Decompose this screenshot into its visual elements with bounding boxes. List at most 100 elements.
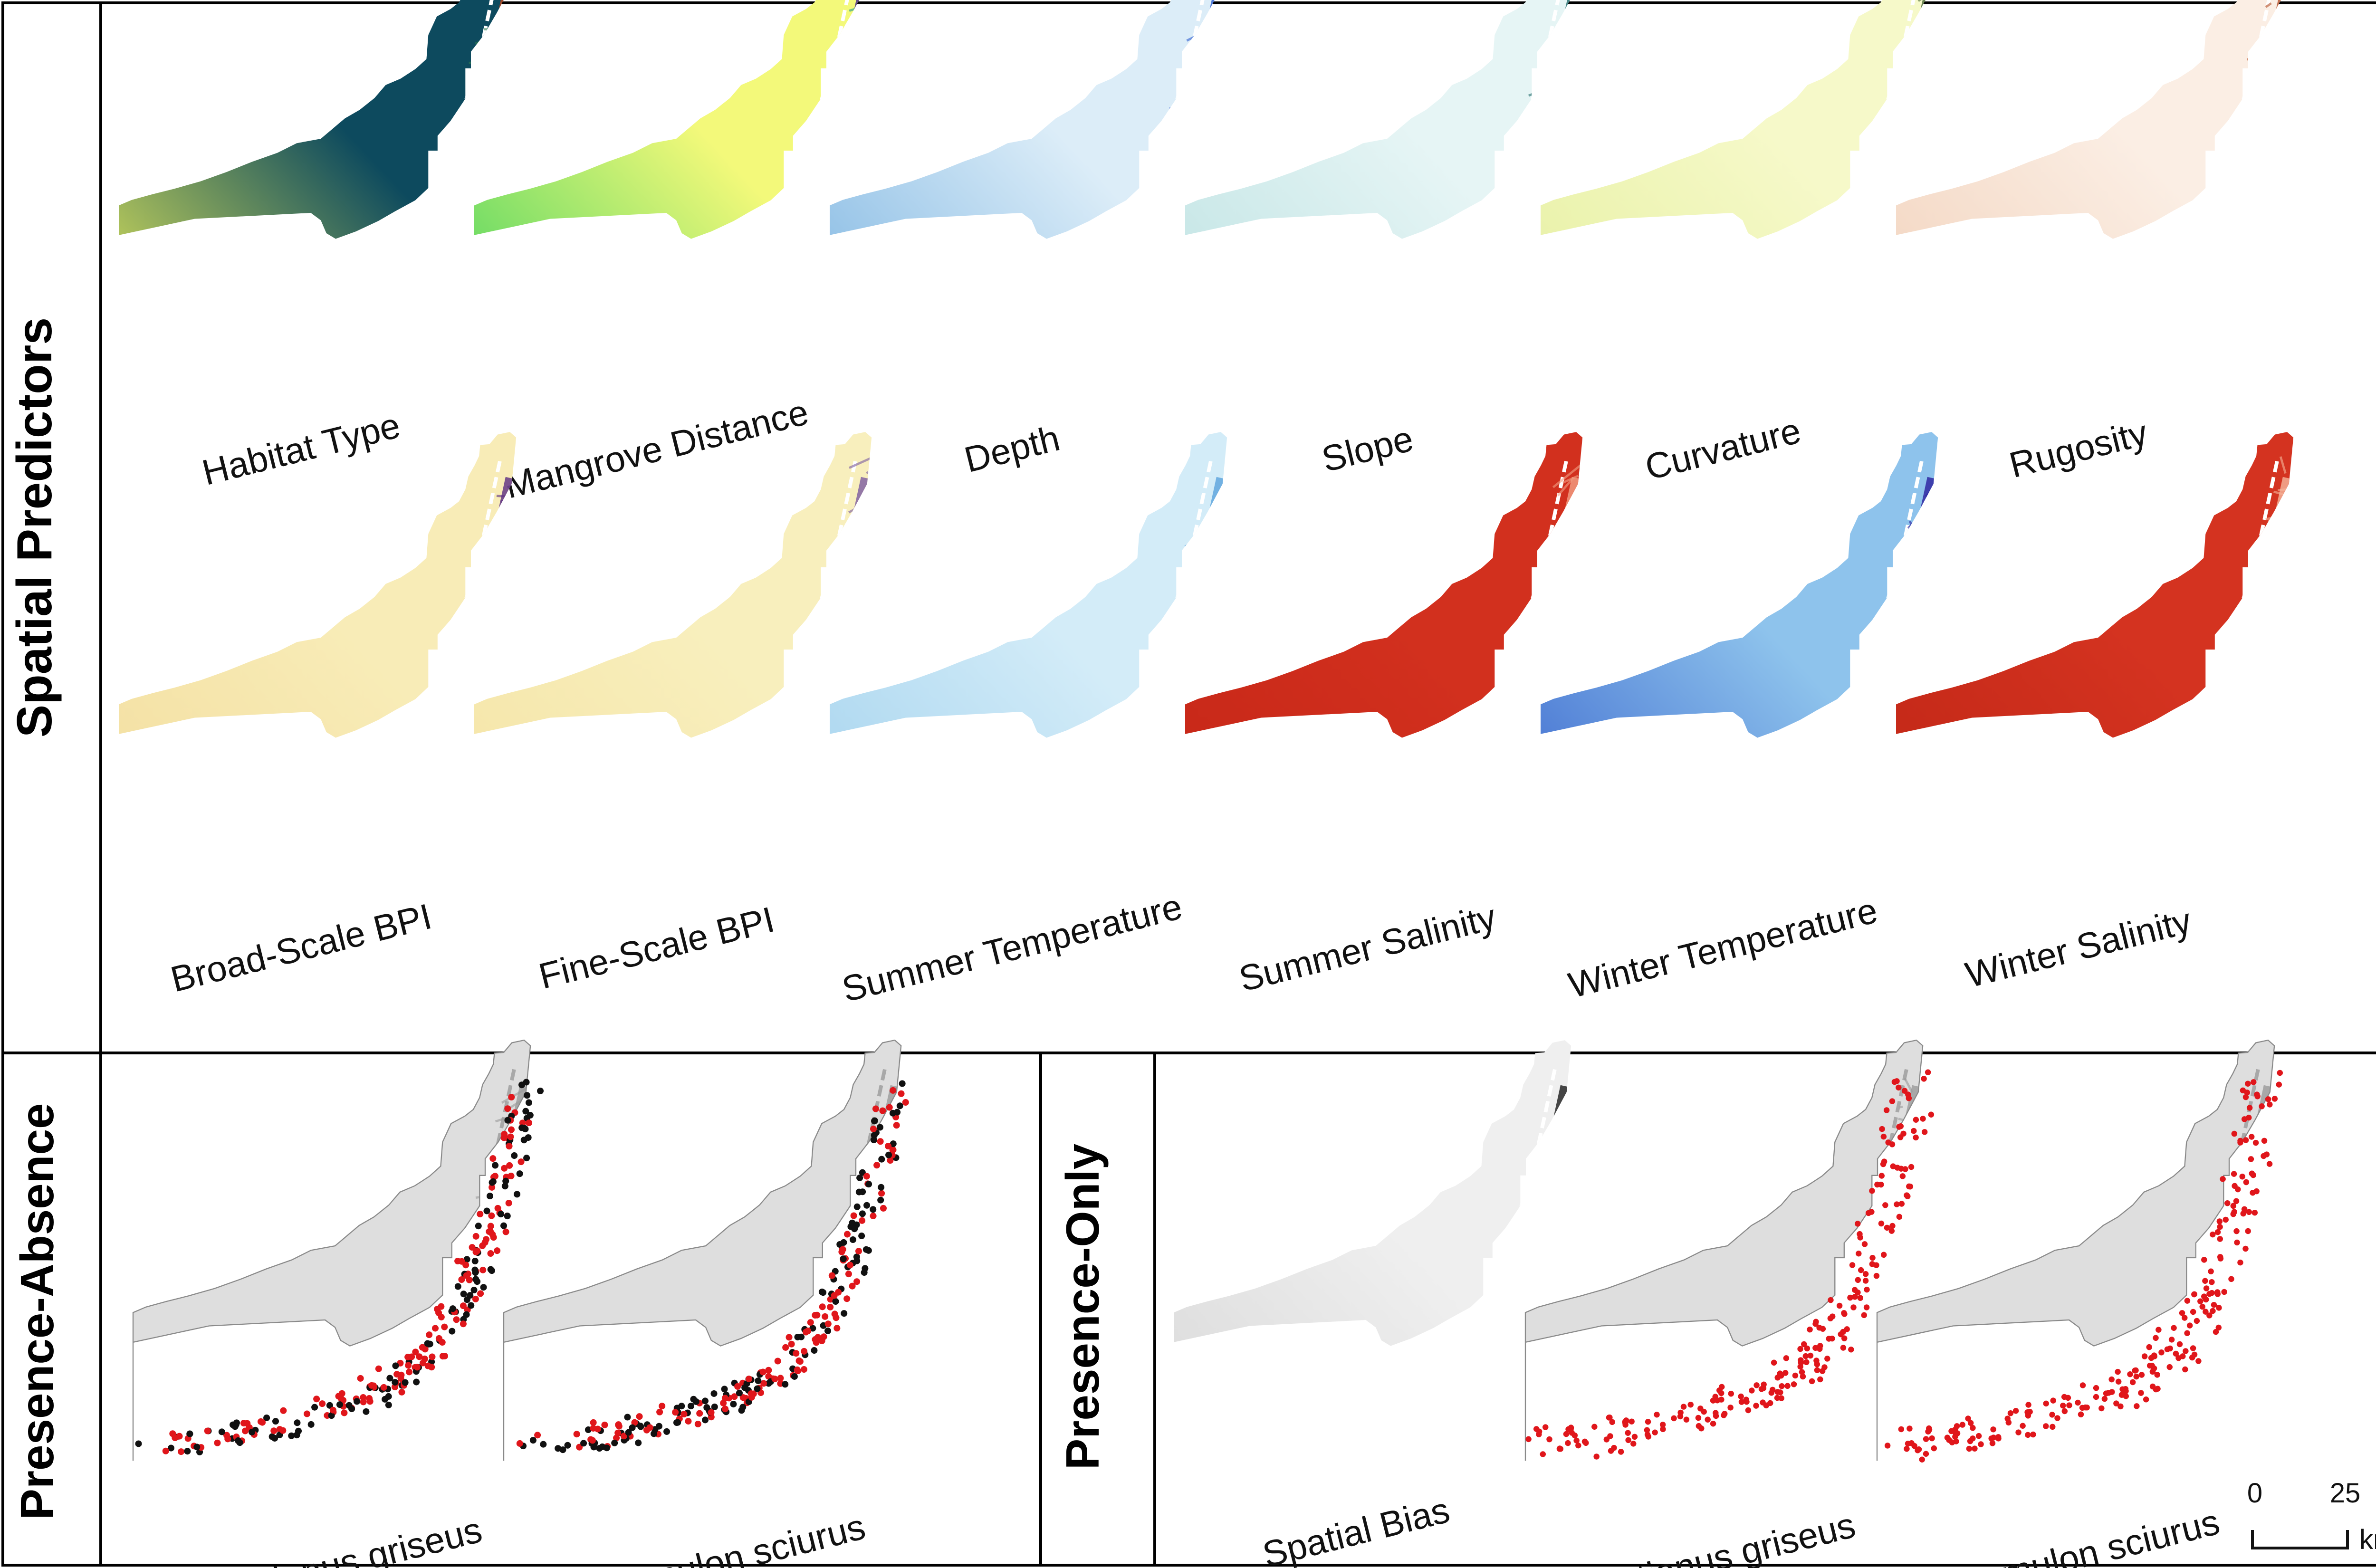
occurrence-point [516, 1440, 523, 1447]
occurrence-point [812, 1311, 819, 1319]
map-shape [830, 0, 1227, 354]
occurrence-point [472, 1276, 479, 1283]
occurrence-point [840, 1255, 847, 1262]
presence-point [1836, 1302, 1843, 1309]
occurrence-point [879, 1107, 886, 1114]
map-shape [119, 0, 517, 354]
occurrence-point [516, 1170, 523, 1177]
presence-point [1926, 1425, 1932, 1432]
presence-point [1797, 1346, 1803, 1352]
presence-point [1907, 1425, 1913, 1432]
presence-point [2241, 1206, 2248, 1213]
occurrence-point [522, 1108, 529, 1115]
presence-point [1856, 1251, 1862, 1257]
occurrence-point [385, 1393, 392, 1400]
occurrence-point [502, 1177, 509, 1185]
occurrence-point [890, 1140, 897, 1147]
presence-point [1791, 1381, 1797, 1387]
occurrence-point [580, 1440, 587, 1447]
occurrence-point [631, 1419, 638, 1426]
presence-point [1847, 1294, 1853, 1301]
presence-point [2211, 1301, 2217, 1308]
presence-point [2078, 1411, 2084, 1418]
presence-point [2043, 1423, 2049, 1429]
occurrence-point [479, 1242, 486, 1249]
presence-point [1799, 1369, 1805, 1375]
predictor-label: Depth [960, 418, 1063, 480]
occurrence-point [674, 1419, 681, 1426]
presence-point [1944, 1434, 1951, 1441]
occurrence-point [672, 1409, 679, 1416]
presence-point [1863, 1304, 1870, 1310]
map-shape [1185, 0, 1583, 354]
occurrence-point [505, 1199, 512, 1206]
presence-point [1713, 1413, 1719, 1419]
map-panel [1174, 1040, 1571, 1461]
occurrence-point [483, 1207, 490, 1214]
presence-point [1899, 1173, 1906, 1179]
occurrence-point [458, 1276, 465, 1283]
predictor-label: Rugosity [2005, 412, 2151, 486]
map-panel [1185, 432, 1583, 853]
species-label: Haemulon sciurus [1933, 1501, 2223, 1568]
presence-point [2132, 1367, 2138, 1374]
presence-point [2203, 1285, 2210, 1291]
occurrence-point [279, 1427, 287, 1434]
presence-point [1965, 1415, 1971, 1422]
presence-point [2276, 1081, 2282, 1088]
presence-point [2189, 1354, 2195, 1361]
occurrence-point [523, 1079, 530, 1086]
presence-point [2106, 1390, 2112, 1396]
occurrence-point [755, 1377, 762, 1384]
map-panel [1896, 432, 2294, 853]
presence-point [1851, 1287, 1858, 1293]
occurrence-point [460, 1302, 467, 1310]
occurrence-point [576, 1444, 583, 1451]
presence-point [2254, 1093, 2261, 1100]
occurrence-point [590, 1419, 597, 1426]
occurrence-point [850, 1212, 857, 1219]
presence-point [1525, 1436, 1532, 1443]
occurrence-point [489, 1231, 496, 1238]
occurrence-point [328, 1412, 335, 1419]
map-panel [1541, 0, 1938, 354]
presence-point [1929, 1435, 1935, 1442]
presence-point [1660, 1426, 1666, 1433]
presence-point [2217, 1255, 2224, 1262]
occurrence-point [730, 1401, 737, 1408]
presence-point [2143, 1396, 2149, 1403]
presence-point [2164, 1346, 2171, 1352]
occurrence-point [186, 1430, 193, 1437]
presence-point [1948, 1428, 1954, 1434]
presence-point [1841, 1310, 1847, 1316]
occurrence-point [439, 1353, 446, 1360]
presence-point [1896, 1084, 1902, 1091]
presence-point [2203, 1309, 2209, 1315]
presence-point [1778, 1372, 1784, 1379]
occurrence-point [877, 1138, 884, 1145]
predictor-label: Curvature [1641, 411, 1805, 488]
presence-point [1603, 1436, 1610, 1443]
presence-point [2093, 1385, 2099, 1391]
presence-point [1677, 1409, 1684, 1416]
occurrence-point [896, 1102, 903, 1109]
occurrence-point [890, 1087, 897, 1094]
presence-point [1862, 1271, 1869, 1277]
presence-point [1728, 1390, 1734, 1397]
occurrence-point [363, 1408, 370, 1415]
scale-unit: km [2359, 1524, 2376, 1555]
presence-point [2245, 1080, 2251, 1087]
occurrence-point [899, 1080, 906, 1087]
map-shape [1185, 432, 1583, 853]
presence-point [1915, 1447, 1921, 1453]
presence-point [2141, 1353, 2148, 1359]
presence-point [1749, 1387, 1755, 1394]
presence-point [2221, 1289, 2227, 1295]
presence-point [1807, 1352, 1814, 1359]
occurrence-point [877, 1196, 884, 1204]
occurrence-point [871, 1117, 878, 1124]
presence-point [1557, 1446, 1564, 1452]
presence-point [1792, 1372, 1799, 1379]
presence-point [1565, 1440, 1571, 1446]
